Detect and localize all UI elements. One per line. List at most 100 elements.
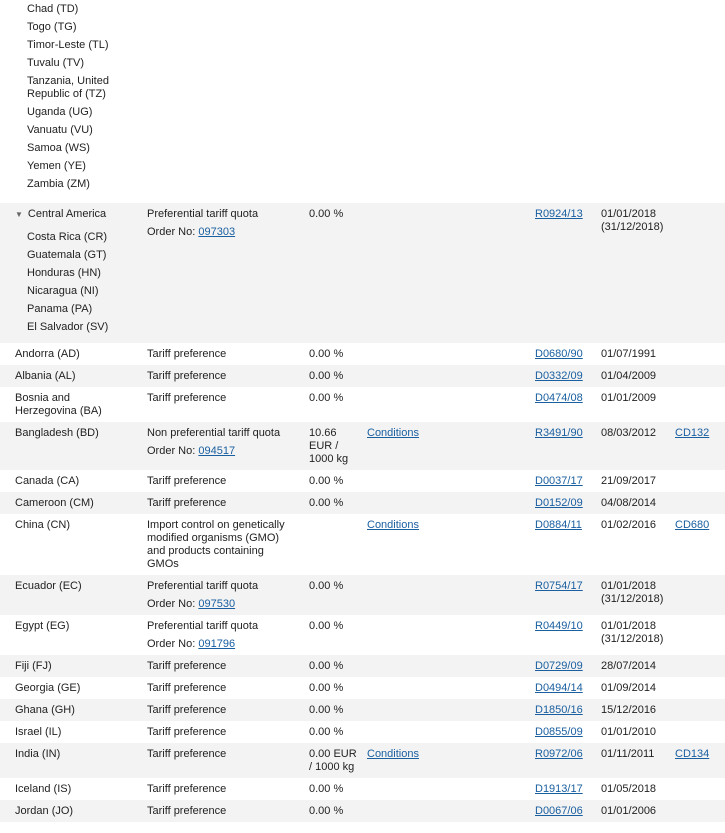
country-name: Iceland (IS) <box>15 783 72 795</box>
measure-row: Albania (AL) Tariff preference 0.00 % D0332… <box>0 365 725 387</box>
duty-cell: 0.00 % <box>309 580 367 611</box>
member-country: Chad (TD) <box>27 3 79 15</box>
conditions-link[interactable]: Conditions <box>367 748 419 760</box>
start-date: 01/01/2009 <box>601 392 657 404</box>
member-country: Zambia (ZM) <box>27 178 90 190</box>
measure-row: Iceland (IS) Tariff preference 0.00 % D1913… <box>0 778 725 800</box>
footnote-link[interactable]: CD134 <box>675 748 710 760</box>
regulation-link[interactable]: D0067/06 <box>535 805 583 817</box>
measure-row: Fiji (FJ) Tariff preference 0.00 % D0729/09… <box>0 655 725 677</box>
regulation-link[interactable]: D0152/09 <box>535 497 583 509</box>
regulation-link[interactable]: D0037/17 <box>535 475 583 487</box>
date-cell: 15/12/2016 <box>601 704 675 717</box>
footnote-cell <box>675 805 725 818</box>
duty: 0.00 % <box>309 497 344 509</box>
regulation-link[interactable]: D1913/17 <box>535 783 583 795</box>
member-country: Togo (TG) <box>27 21 77 33</box>
measure-cell: Tariff preference <box>147 497 309 510</box>
order-link[interactable]: 094517 <box>198 445 236 457</box>
footnote-link[interactable]: CD680 <box>675 519 710 531</box>
measure-type: Preferential tariff quota <box>147 208 259 220</box>
regulation-link[interactable]: D0884/11 <box>535 519 582 531</box>
member-country: Guatemala (GT) <box>27 249 107 261</box>
date-cell: 01/01/2010 <box>601 726 675 739</box>
regulation-link[interactable]: D0729/09 <box>535 660 583 672</box>
regulation-link[interactable]: D0332/09 <box>535 370 583 382</box>
expander[interactable]: ▼ <box>15 210 23 219</box>
date-cell: 01/07/1991 <box>601 348 675 361</box>
regulation-link[interactable]: D0474/08 <box>535 392 583 404</box>
country-cell: Jordan (JO) <box>15 805 147 818</box>
order-link[interactable]: 097530 <box>198 598 236 610</box>
regulation-link[interactable]: R0924/13 <box>535 208 583 220</box>
footnote-cell <box>675 682 725 695</box>
duty: 0.00 % <box>309 392 344 404</box>
measure-row: ▼ Central America Costa Rica (CR) Guatemala… <box>0 203 725 343</box>
regulation-cell: D0067/06 <box>535 805 601 818</box>
order-number: Order No: 097303 <box>147 226 297 239</box>
measure-cell: Tariff preference <box>147 392 309 418</box>
regulation-link[interactable]: D0680/90 <box>535 348 583 360</box>
duty: 10.66 EUR / 1000 kg <box>309 427 349 465</box>
measure-row: Ghana (GH) Tariff preference 0.00 % D1850/1… <box>0 699 725 721</box>
group-header[interactable]: ▼ Central America <box>15 208 147 221</box>
country-name: Ghana (GH) <box>15 704 75 716</box>
regulation-link[interactable]: D1850/16 <box>535 704 583 716</box>
end-date: (31/12/2018) <box>601 633 664 645</box>
order-label: Order No: <box>147 638 196 650</box>
regulation-link[interactable]: R3491/90 <box>535 427 583 439</box>
country-name: Georgia (GE) <box>15 682 81 694</box>
country-name: Egypt (EG) <box>15 620 70 632</box>
member-list: Chad (TD) Togo (TG) Timor-Leste (TL) Tuvalu… <box>0 0 725 203</box>
member-country: Tanzania, United Republic of (TZ) <box>27 75 109 100</box>
order-link[interactable]: 091796 <box>198 638 236 650</box>
regulation-cell: D0729/09 <box>535 660 601 673</box>
measure-type: Tariff preference <box>147 497 227 509</box>
measure-cell: Tariff preference <box>147 682 309 695</box>
measure-type: Tariff preference <box>147 704 227 716</box>
measure-cell: Tariff preference <box>147 748 309 774</box>
measure-type: Tariff preference <box>147 682 227 694</box>
footnote-cell <box>675 370 725 383</box>
footnote-link[interactable]: CD132 <box>675 427 710 439</box>
measure-row: India (IN) Tariff preference 0.00 EUR / 10… <box>0 743 725 778</box>
regulation-cell: R0449/10 <box>535 620 601 651</box>
measure-row: China (CN) Import control on genetically … <box>0 514 725 575</box>
measure-type: Tariff preference <box>147 783 227 795</box>
measure-type: Tariff preference <box>147 348 227 360</box>
conditions-link[interactable]: Conditions <box>367 519 419 531</box>
regulation-link[interactable]: R0754/17 <box>535 580 583 592</box>
duty-cell: 0.00 % <box>309 726 367 739</box>
footnote-cell <box>675 497 725 510</box>
country-cell: ▼ Central America Costa Rica (CR) Guatemala… <box>15 208 147 339</box>
measure-row: Cameroon (CM) Tariff preference 0.00 % D015… <box>0 492 725 514</box>
regulation-link[interactable]: R0449/10 <box>535 620 583 632</box>
footnote-cell <box>675 783 725 796</box>
regulation-link[interactable]: R0972/06 <box>535 748 583 760</box>
regulation-link[interactable]: D0494/14 <box>535 682 583 694</box>
footnote-cell: CD132 <box>675 427 725 466</box>
end-date: (31/12/2018) <box>601 593 664 605</box>
conditions-cell <box>367 682 535 695</box>
footnote-cell <box>675 475 725 488</box>
measure-type: Tariff preference <box>147 748 227 760</box>
date-cell: 04/08/2014 <box>601 497 675 510</box>
conditions-link[interactable]: Conditions <box>367 427 419 439</box>
measure-row: Georgia (GE) Tariff preference 0.00 % D0494… <box>0 677 725 699</box>
start-date: 15/12/2016 <box>601 704 657 716</box>
country-cell: Iceland (IS) <box>15 783 147 796</box>
date-cell: 08/03/2012 <box>601 427 675 466</box>
duty-cell: 0.00 % <box>309 805 367 818</box>
country-name: Bangladesh (BD) <box>15 427 99 439</box>
country-cell: Israel (IL) <box>15 726 147 739</box>
regulation-cell: D0037/17 <box>535 475 601 488</box>
start-date: 01/01/2018 <box>601 620 657 632</box>
conditions-cell <box>367 392 535 418</box>
footnote-cell: CD134 <box>675 748 725 774</box>
regulation-link[interactable]: D0855/09 <box>535 726 583 738</box>
order-link[interactable]: 097303 <box>198 226 236 238</box>
conditions-cell <box>367 475 535 488</box>
country-name: Jordan (JO) <box>15 805 74 817</box>
date-cell: 01/11/2011 <box>601 748 675 774</box>
regulation-cell: R0972/06 <box>535 748 601 774</box>
